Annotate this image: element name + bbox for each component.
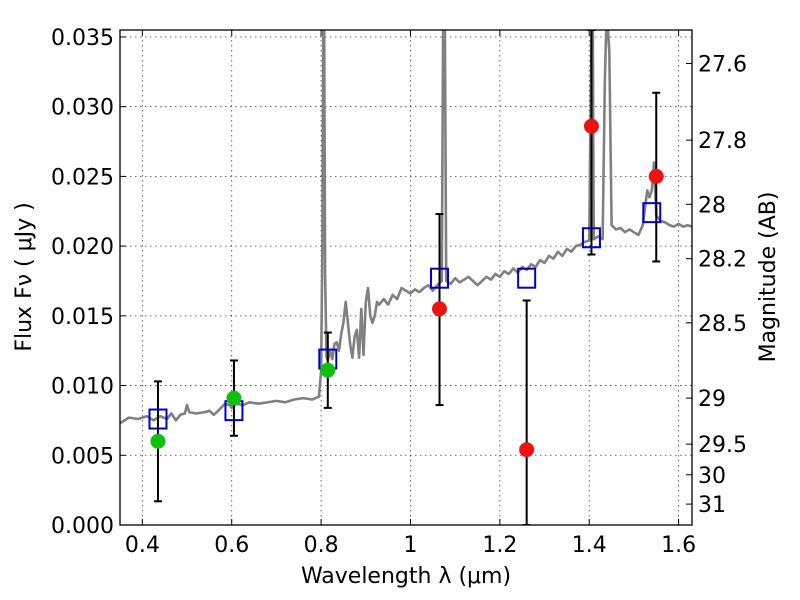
plot-frame [119,29,693,526]
right-tick-label: 27.6 [698,52,747,77]
y-tick-label: 0.010 [51,375,114,400]
right-tick-label: 31 [698,493,726,518]
model-band-square [148,408,168,430]
y-tick-label: 0.005 [51,444,114,469]
model-spectrum-line [120,30,692,425]
red-measurement-point [432,301,448,317]
x-tick-label: 1.6 [661,533,696,558]
right-tick-label: 28 [698,193,726,218]
measurement-points [150,118,664,458]
right-tick-label: 27.8 [698,129,747,154]
green-detection-point [320,362,336,378]
y-tick-label: 0.000 [51,514,114,539]
red-measurement-point [519,442,535,458]
x-tick-labels: 0.4 0.6 0.8 1 1.2 1.4 1.6 [125,533,696,558]
x-axis-label: Wavelength λ (μm) [301,564,511,589]
green-detection-point [226,390,242,406]
right-axis-label: Magnitude (AB) [756,192,781,363]
y-tick-label: 0.035 [51,26,114,51]
right-tick-label: 29 [698,387,726,412]
right-tick-label: 28.5 [698,312,747,337]
x-tick-label: 0.4 [125,533,160,558]
y-tick-label: 0.015 [51,305,114,330]
x-tick-label: 1.4 [572,533,607,558]
right-tick-labels: 27.6 27.8 28 28.2 28.5 29 29.5 30 31 [698,52,747,518]
right-tick-label: 28.2 [698,248,747,273]
error-bars [153,30,661,525]
model-band-square [642,202,662,224]
grid-lines [120,30,692,526]
model-band-square [581,227,601,249]
model-band-square [517,267,537,289]
y-tick-labels: 0.000 0.005 0.010 0.015 0.020 0.025 0.030 0.035 [51,26,114,539]
x-tick-label: 1 [403,533,417,558]
right-tick-label: 29.5 [698,433,747,458]
y-tick-label: 0.030 [51,96,114,121]
x-tick-label: 1.2 [482,533,517,558]
red-measurement-point [583,118,599,134]
y-tick-label: 0.025 [51,165,114,190]
y-tick-label: 0.020 [51,235,114,260]
right-tick-label: 30 [698,464,726,489]
x-tick-label: 0.8 [304,533,339,558]
x-tick-label: 0.6 [214,533,249,558]
axis-ticks [120,30,692,526]
green-detection-point [150,433,166,449]
red-measurement-point [648,168,664,184]
model-band-square [430,267,450,289]
y-axis-label: Flux Fν ( μJy ) [12,202,37,351]
